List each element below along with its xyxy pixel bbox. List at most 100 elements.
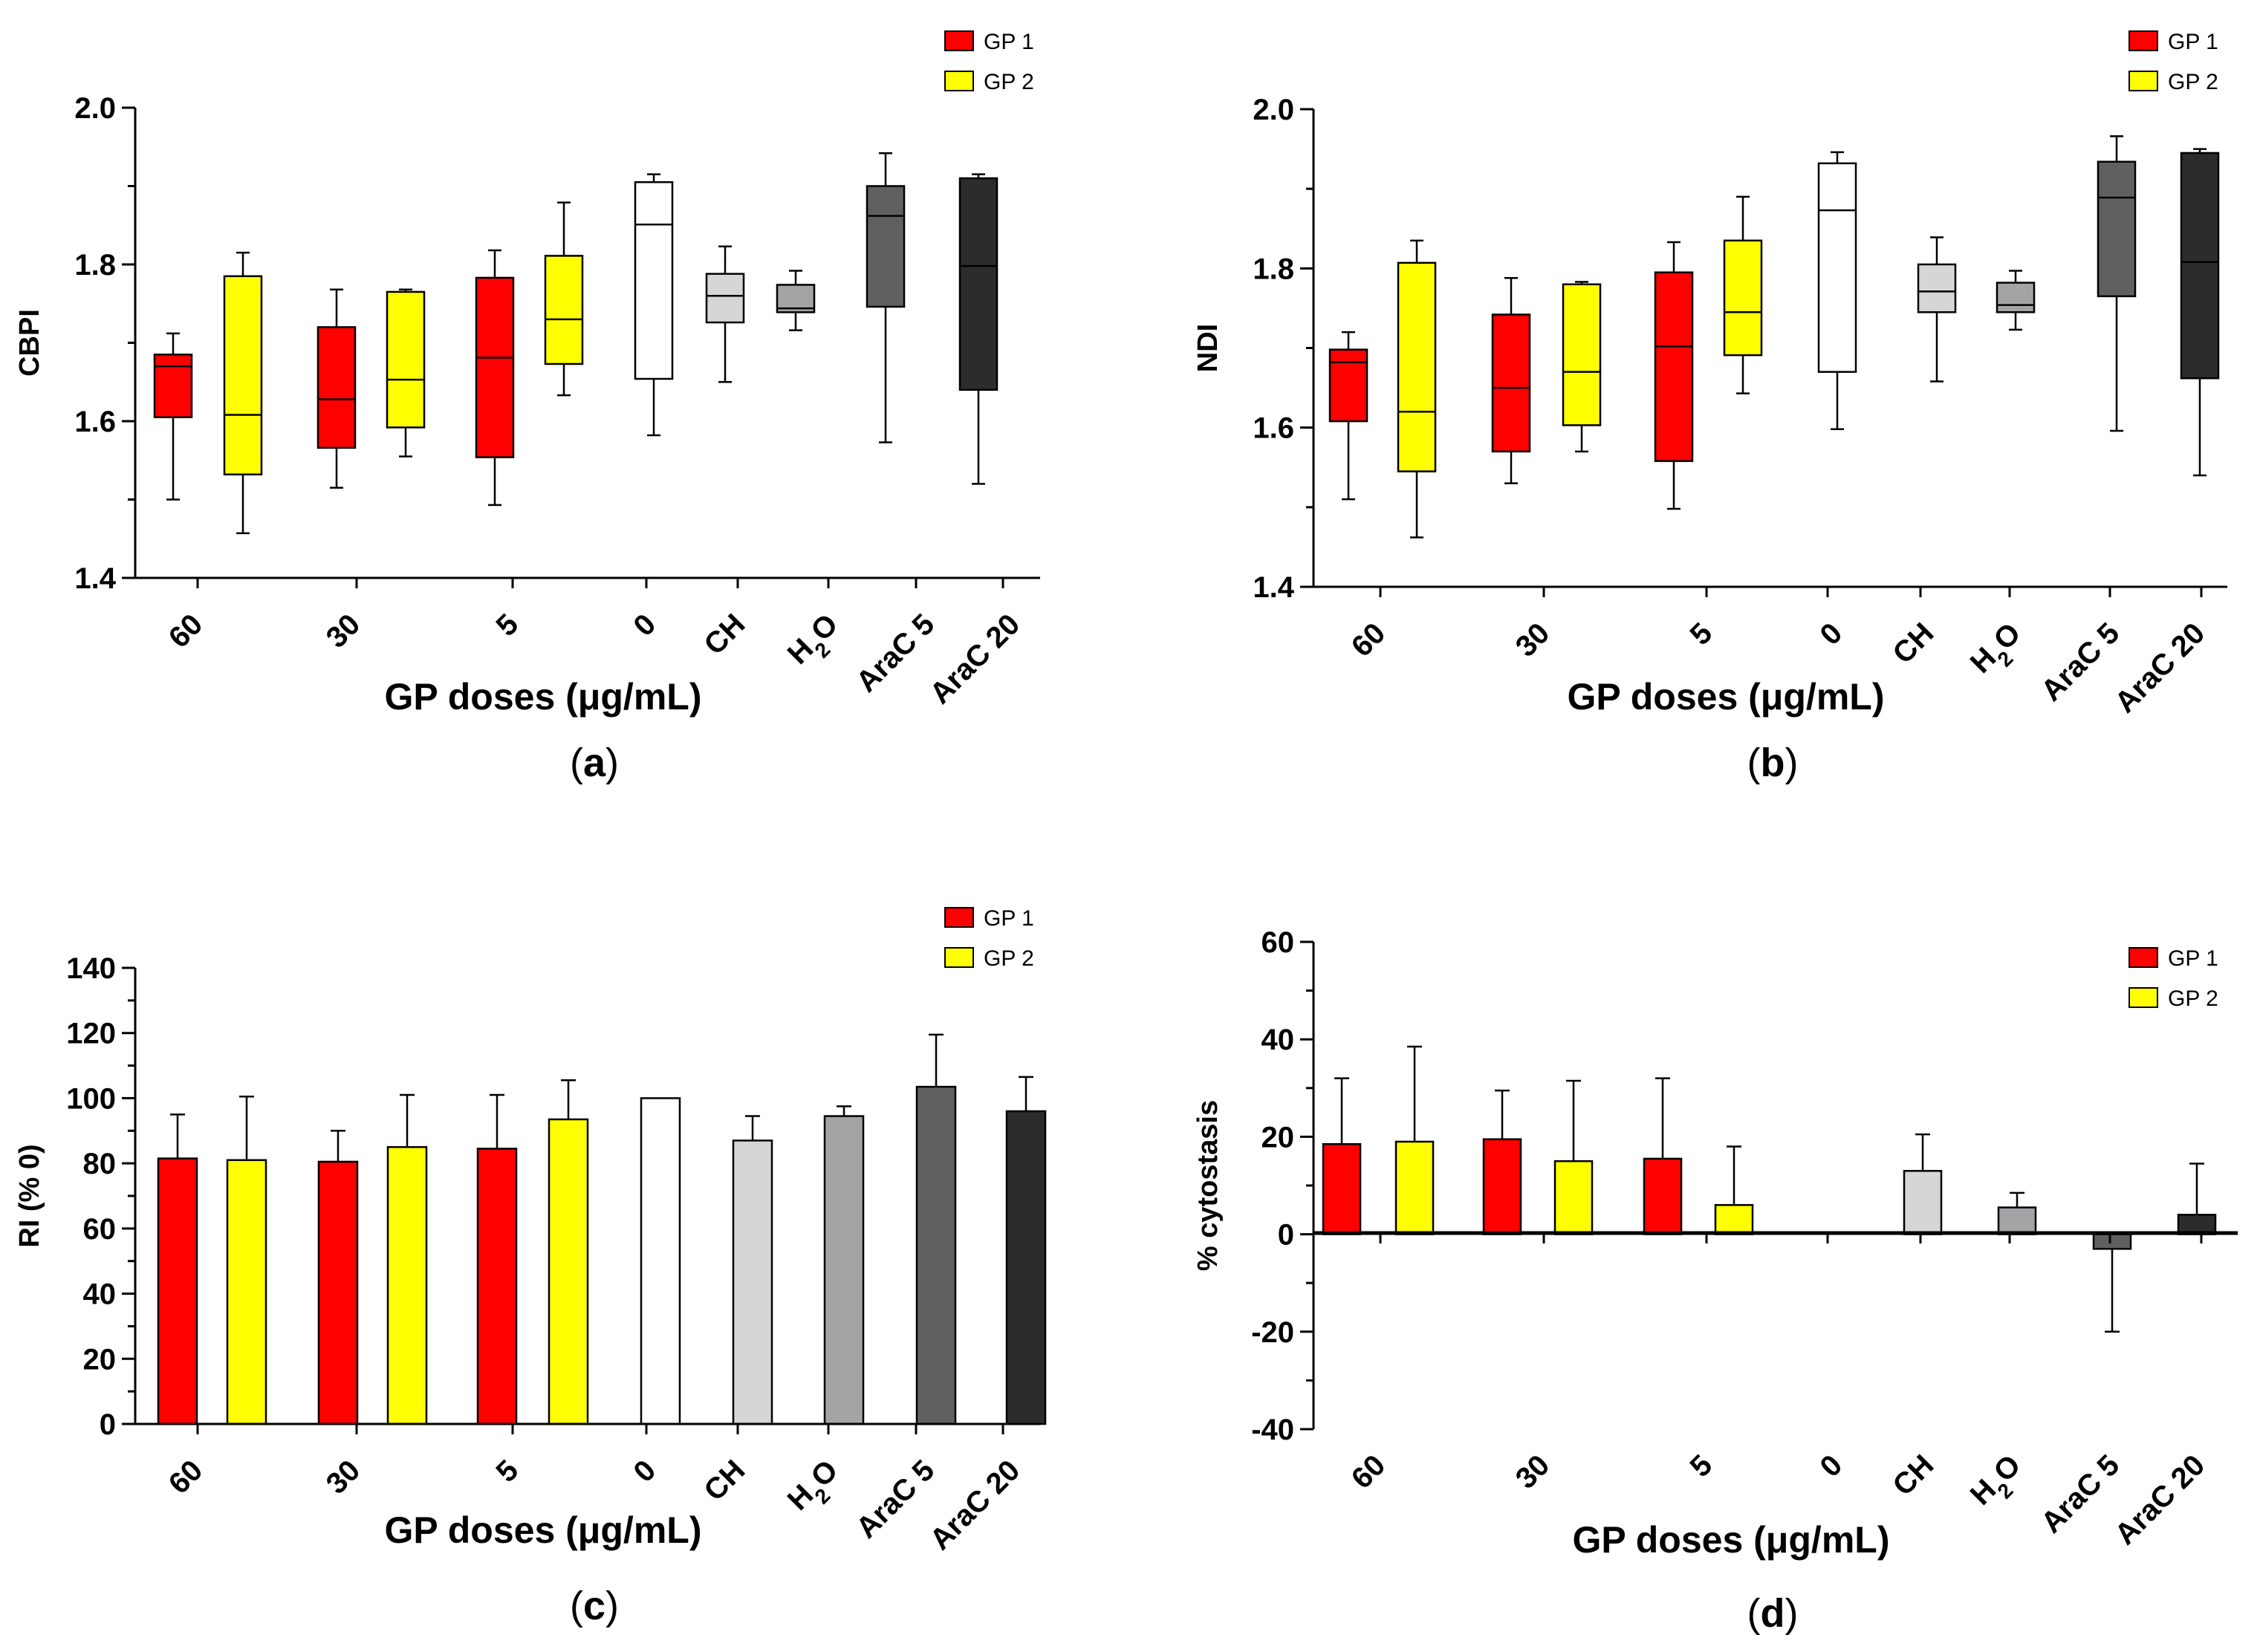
panel-d-xtick-label: 5	[1684, 1448, 1719, 1483]
panel-c-bar	[386, 1145, 428, 1425]
panel-c-legend-swatch	[944, 907, 974, 928]
panel-d-bar	[1553, 1160, 1594, 1235]
panel-b-xlabel: GP doses (μg/mL)	[1568, 676, 1885, 718]
panel-b-box	[2097, 160, 2137, 298]
panel-c-legend-label: GP 2	[984, 946, 1034, 971]
panel-a-box	[153, 354, 193, 418]
panel-c-legend-swatch	[944, 947, 974, 968]
panel-a-legend-swatch	[944, 71, 974, 91]
panel-c-legend-label: GP 1	[984, 906, 1034, 931]
panel-d-bar	[1997, 1206, 2037, 1235]
panel-b-xtick-label: 5	[1684, 617, 1719, 651]
panel-b-box	[2180, 152, 2220, 380]
panel-d-bar	[1482, 1138, 1522, 1235]
panel-c-ytick-label: 20	[83, 1343, 117, 1376]
panel-c-bar	[823, 1115, 865, 1425]
panel-a-box	[316, 326, 357, 449]
panel-b-box	[1817, 162, 1857, 373]
panel-b-legend-swatch	[2129, 71, 2158, 91]
panel-a-xtick-label: 0	[628, 608, 663, 643]
panel-b-xtick-label: 60	[1345, 617, 1392, 663]
panel-a-xtick-label: H2O	[782, 608, 851, 677]
panel-c-ytick-label: 60	[83, 1213, 117, 1246]
panel-b-box	[1491, 313, 1531, 453]
panel-b-ylabel: NDI	[1192, 324, 1224, 372]
panel-c-ytick-label: 40	[83, 1278, 117, 1311]
panel-b-box	[1723, 239, 1763, 357]
panel-d-bar	[1643, 1157, 1683, 1235]
panel-a-xlabel: GP doses (μg/mL)	[385, 676, 702, 718]
panel-a-box	[223, 275, 263, 475]
panel-b-xtick-label: H2O	[1964, 617, 2033, 686]
panel-c-caption: (c)	[570, 1584, 619, 1628]
panel-d-bar	[2177, 1214, 2217, 1235]
panel-a-ylabel: CBPI	[14, 309, 45, 377]
panel-d-ytick-label: 20	[1261, 1121, 1295, 1154]
panel-a-ytick-label: 1.4	[74, 562, 116, 595]
panel-d-bar	[1394, 1140, 1435, 1235]
panel-d-bar	[2092, 1233, 2132, 1250]
panel-b-box	[1654, 271, 1694, 462]
panel-c-bar	[640, 1097, 681, 1425]
panel-b-ytick-label: 2.0	[1253, 94, 1294, 126]
panel-a-xtick-label: CH	[698, 608, 751, 661]
panel-d-xtick-label: H2O	[1964, 1448, 2033, 1518]
panel-a-box	[958, 177, 999, 391]
panel-a-box	[866, 185, 906, 308]
panel-c-ylabel: RI (% 0)	[14, 1144, 45, 1247]
panel-b-box	[1996, 282, 2036, 313]
panel-b-legend-swatch	[2129, 30, 2158, 51]
panel-a-legend-label: GP 1	[984, 30, 1034, 54]
panel-d-bar	[1714, 1203, 1754, 1235]
panel-c-bar	[1005, 1110, 1047, 1425]
panel-d-ytick-label: -20	[1251, 1316, 1294, 1349]
panel-a-ytick-label: 2.0	[74, 92, 116, 125]
panel-a-xtick-label: 30	[320, 608, 367, 654]
panel-c-ytick-label: 100	[66, 1082, 116, 1115]
panel-c-xtick-label: AraC 20	[923, 1454, 1026, 1556]
panel-b-xtick-label: 0	[1814, 617, 1849, 651]
panel-d-xlabel: GP doses (μg/mL)	[1573, 1519, 1890, 1561]
panel-d-legend-swatch	[2129, 987, 2158, 1008]
panel-c-bar	[548, 1118, 589, 1425]
panel-c-bar	[317, 1160, 359, 1425]
panel-d-bar	[1903, 1170, 1943, 1235]
panel-b-xtick-label: 30	[1510, 617, 1556, 663]
panel-c-xtick-label: 60	[163, 1454, 210, 1500]
panel-d-ytick-label: 0	[1278, 1219, 1294, 1252]
panel-b-ytick-label: 1.6	[1253, 412, 1294, 445]
panel-d-ytick-label: 40	[1261, 1024, 1295, 1056]
panel-c-bar	[157, 1157, 198, 1425]
panel-d-ytick-label: -40	[1251, 1414, 1294, 1446]
panel-b-xtick-label: CH	[1886, 617, 1940, 670]
panel-b-legend-label: GP 2	[2168, 70, 2218, 94]
panel-d-xtick-label: 30	[1510, 1448, 1556, 1495]
panel-a-box	[386, 290, 426, 429]
panel-d-ytick-label: 60	[1261, 926, 1295, 959]
panel-d-xtick-label: AraC 20	[2108, 1448, 2211, 1551]
panel-a-box	[634, 181, 674, 380]
panel-b-legend-label: GP 1	[2168, 30, 2218, 54]
panel-d-caption: (d)	[1747, 1591, 1799, 1636]
panel-a-legend-swatch	[944, 30, 974, 51]
panel-b-box	[1328, 348, 1368, 423]
panel-c-xtick-label: CH	[698, 1454, 751, 1507]
panel-c-bar	[226, 1159, 267, 1425]
panel-d-bar	[1322, 1142, 1362, 1235]
panel-b-caption: (b)	[1747, 741, 1799, 785]
panel-d-legend-swatch	[2129, 947, 2158, 968]
panel-c-ytick-label: 120	[66, 1018, 116, 1050]
panel-c-xtick-label: H2O	[782, 1454, 851, 1523]
panel-a-ytick-label: 1.8	[74, 249, 116, 282]
panel-d-xtick-label: 60	[1345, 1448, 1392, 1495]
panel-c-ytick-label: 80	[83, 1148, 117, 1180]
panel-c-bar	[476, 1148, 518, 1425]
panel-b-ytick-label: 1.4	[1253, 571, 1294, 604]
panel-a-box	[544, 255, 584, 365]
panel-b-ytick-label: 1.8	[1253, 253, 1294, 285]
panel-a-box	[705, 273, 745, 324]
panel-a-ytick-label: 1.6	[74, 406, 116, 438]
panel-d-xtick-label: CH	[1886, 1448, 1940, 1502]
